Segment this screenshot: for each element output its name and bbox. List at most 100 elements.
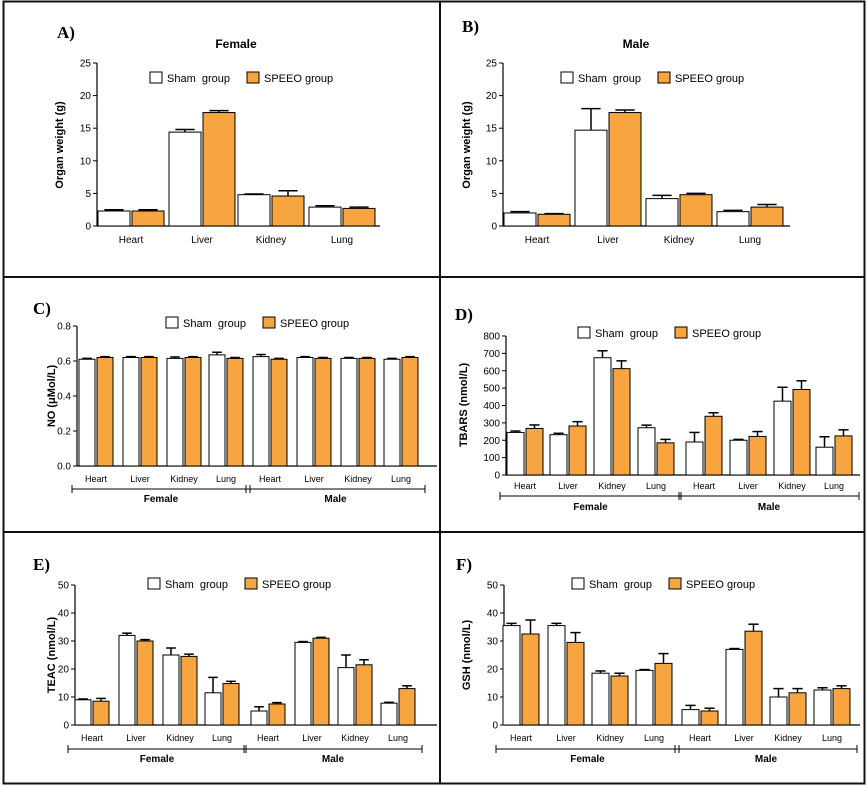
y-tick-label: 100 — [483, 453, 500, 464]
chart-panel-0: A) Female Organ weight (g) 0 5 10 15 20 25 Sham g… — [54, 23, 380, 246]
bar-speeo-lung — [654, 662, 673, 726]
legend-label-sham: Sham group — [183, 318, 246, 330]
bar-speeo-lung — [750, 206, 784, 227]
bar-sham-liver — [549, 434, 568, 476]
legend-label-sham: Sham group — [589, 579, 652, 591]
bar-speeo-heart — [537, 213, 571, 227]
y-tick-label: 10 — [487, 693, 499, 704]
bar-speeo-liver — [568, 425, 587, 476]
y-tick-label: 20 — [487, 665, 499, 676]
bar-speeo-kidney — [355, 664, 373, 726]
group-label: Male — [324, 494, 347, 505]
bar-speeo-heart — [268, 703, 286, 726]
bar-speeo-liver — [744, 630, 763, 726]
y-tick-label: 40 — [58, 609, 70, 620]
legend-swatch-sham — [577, 326, 591, 339]
y-tick-label: 0.4 — [57, 392, 71, 403]
group-label: Male — [322, 754, 345, 765]
bar-sham-heart — [252, 356, 270, 467]
legend-swatch-sham — [571, 577, 585, 590]
bar-speeo-lung — [401, 357, 419, 467]
bar-sham-lung — [380, 702, 398, 726]
x-tick-label: Kidney — [341, 733, 369, 743]
x-tick-label: Liver — [130, 474, 150, 484]
y-tick-label: 400 — [483, 401, 500, 412]
y-tick-label: 0 — [491, 222, 497, 233]
group-label: Female — [573, 502, 608, 513]
bar-speeo-lung — [834, 435, 853, 476]
bar-speeo-liver — [202, 112, 236, 227]
legend-label-sham: Sham group — [578, 73, 641, 85]
group-label: Female — [570, 754, 605, 765]
y-tick-label: 200 — [483, 436, 500, 447]
y-tick-label: 800 — [483, 332, 500, 343]
legend-label-sham: Sham group — [595, 328, 658, 340]
bar-sham-lung — [815, 446, 834, 476]
bar-sham-heart — [681, 709, 700, 726]
y-tick-label: 5 — [491, 189, 497, 200]
y-tick-label: 20 — [80, 91, 92, 102]
panel-title: Female — [215, 37, 257, 51]
x-tick-label: Heart — [689, 733, 712, 743]
bar-speeo-lung — [226, 357, 244, 467]
bar-sham-lung — [308, 206, 342, 227]
legend: Sham group SPEEO group — [149, 71, 333, 85]
bar-speeo-kidney — [792, 389, 811, 476]
x-tick-label: Liver — [738, 481, 758, 491]
y-tick-label: 10 — [486, 156, 498, 167]
y-tick-label: 25 — [80, 59, 92, 70]
y-tick-label: 0 — [492, 721, 498, 732]
bar-sham-kidney — [593, 357, 612, 476]
x-tick-label: Kidney — [166, 733, 194, 743]
y-tick-label: 0.0 — [57, 462, 71, 473]
bar-sham-lung — [208, 354, 226, 467]
x-tick-label: Lung — [331, 235, 353, 246]
bar-sham-kidney — [166, 357, 184, 467]
x-tick-label: Lung — [644, 733, 664, 743]
y-axis-label: TEAC (nmol/L) — [46, 616, 58, 693]
bar-sham-heart — [97, 210, 131, 227]
x-tick-label: Liver — [734, 733, 754, 743]
bar-sham-liver — [168, 131, 202, 227]
y-tick-label: 0.8 — [57, 322, 71, 333]
y-tick-label: 20 — [486, 91, 498, 102]
bar-sham-lung — [813, 689, 832, 726]
x-tick-label: Lung — [646, 481, 666, 491]
legend-label-speeo: SPEEO group — [280, 318, 349, 330]
x-tick-label: Lung — [388, 733, 408, 743]
bar-speeo-liver — [314, 357, 332, 467]
y-tick-label: 0 — [85, 222, 91, 233]
bar-speeo-lung — [222, 683, 240, 726]
bar-speeo-heart — [96, 357, 114, 467]
x-tick-label: Heart — [510, 733, 533, 743]
bar-sham-lung — [637, 427, 656, 476]
y-tick-label: 600 — [483, 366, 500, 377]
x-tick-label: Kidney — [778, 481, 806, 491]
chart-panel-3: D) TBARS (nmol/L) 0 100 200 300 400 500 600 700 80… — [455, 305, 860, 513]
bar-speeo-heart — [131, 210, 165, 227]
bar-sham-heart — [502, 625, 521, 726]
panel-letter: F) — [456, 555, 472, 574]
legend-swatch-speeo — [262, 316, 276, 329]
bar-speeo-kidney — [271, 195, 305, 227]
x-tick-label: Lung — [822, 733, 842, 743]
x-tick-label: Liver — [597, 235, 619, 246]
legend-label-speeo: SPEEO group — [264, 73, 333, 85]
bar-speeo-heart — [704, 415, 723, 476]
bar-speeo-kidney — [358, 357, 376, 467]
x-tick-label: Heart — [119, 235, 144, 246]
bar-speeo-lung — [656, 442, 675, 476]
x-tick-label: Kidney — [596, 733, 624, 743]
legend-swatch-speeo — [674, 326, 688, 339]
chart-panel-5: F) GSH (nmol/L) 0 10 20 30 40 50 Sham group SPEEO… — [456, 555, 860, 765]
y-axis-label: GSH (nmol/L) — [461, 620, 473, 691]
bar-sham-lung — [716, 211, 750, 227]
x-tick-label: Kidney — [170, 474, 198, 484]
bar-speeo-kidney — [612, 368, 631, 476]
x-tick-label: Kidney — [664, 235, 695, 246]
x-tick-label: Lung — [212, 733, 232, 743]
bar-speeo-kidney — [610, 675, 629, 726]
y-axis-label: TBARS (nmol/L) — [458, 363, 470, 448]
bar-speeo-liver — [136, 640, 154, 726]
